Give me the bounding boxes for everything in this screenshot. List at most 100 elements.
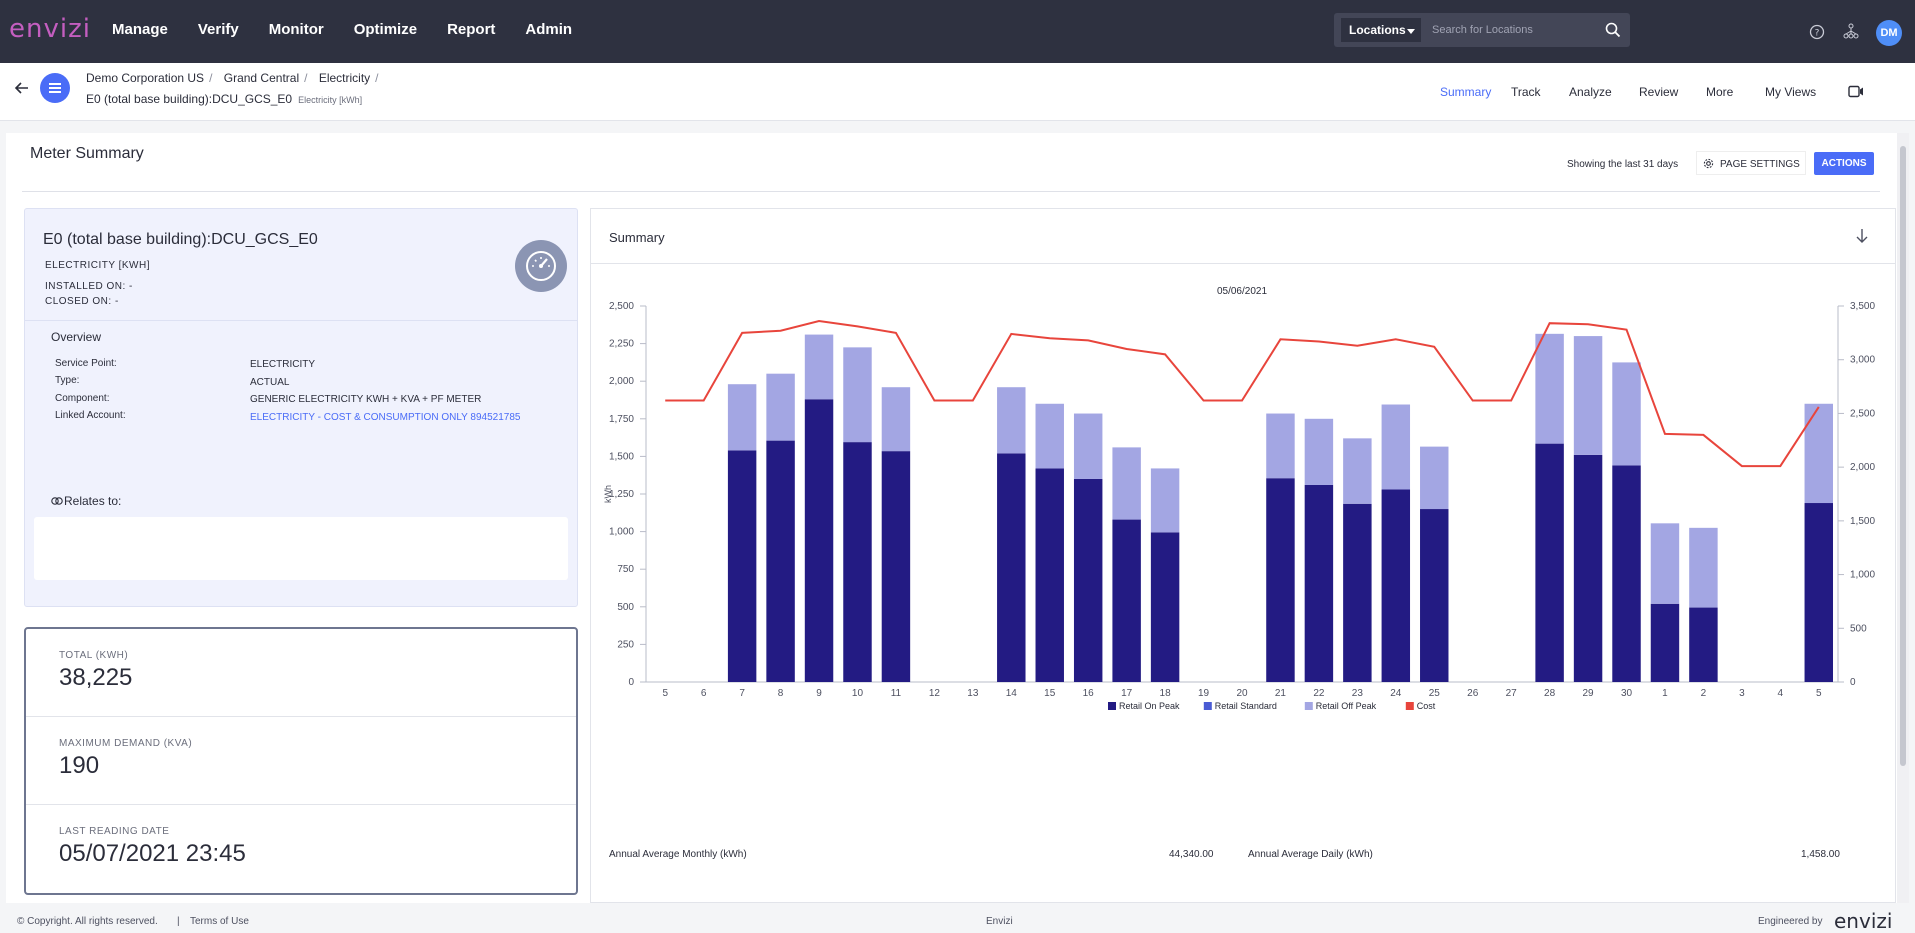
breadcrumb-separator: / bbox=[304, 71, 308, 85]
footer: © Copyright. All rights reserved. | Term… bbox=[0, 907, 1915, 933]
tab-summary[interactable]: Summary bbox=[1440, 85, 1492, 99]
x-tick-label: 26 bbox=[1467, 688, 1479, 699]
menu-button[interactable] bbox=[40, 73, 70, 103]
annual-daily-value: 1,458.00 bbox=[1801, 849, 1840, 860]
cost-line bbox=[665, 320, 1820, 468]
x-tick-label: 18 bbox=[1160, 688, 1172, 699]
x-tick-label: 16 bbox=[1083, 688, 1095, 699]
closed-on: CLOSED ON: - bbox=[45, 296, 119, 307]
meter-title: E0 (total base building):DCU_GCS_E0 bbox=[43, 231, 318, 248]
installed-on: INSTALLED ON: - bbox=[45, 281, 133, 292]
x-tick-label: 3 bbox=[1739, 688, 1745, 699]
menu-icon bbox=[49, 83, 61, 85]
stat-last-reading: LAST READING DATE 05/07/2021 23:45 bbox=[26, 805, 576, 893]
bar-retail-on-peak bbox=[1612, 465, 1641, 682]
nav-admin[interactable]: Admin bbox=[525, 21, 573, 38]
chevron-down-icon bbox=[1407, 29, 1415, 34]
tab-review[interactable]: Review bbox=[1639, 85, 1679, 99]
nav-monitor[interactable]: Monitor bbox=[268, 21, 324, 38]
back-arrow-icon[interactable] bbox=[14, 80, 30, 96]
tab-analyze[interactable]: Analyze bbox=[1569, 85, 1612, 99]
bar-retail-on-peak bbox=[1804, 503, 1834, 682]
overview-label: Component: bbox=[55, 393, 110, 404]
vertical-scrollbar[interactable] bbox=[1897, 133, 1909, 903]
summary-chart: 05/06/202102505007501,0001,2501,5001,750… bbox=[603, 286, 1875, 711]
nav-manage[interactable]: Manage bbox=[112, 21, 168, 38]
bar-retail-on-peak bbox=[1112, 519, 1141, 682]
overview-label: Type: bbox=[55, 375, 80, 386]
bar-retail-on-peak bbox=[1535, 443, 1564, 682]
tab-my-views[interactable]: My Views bbox=[1765, 85, 1817, 99]
linked-account-link[interactable]: ELECTRICITY - COST & CONSUMPTION ONLY 89… bbox=[250, 412, 521, 423]
bar-retail-off-peak bbox=[881, 387, 911, 452]
actions-button[interactable]: ACTIONS bbox=[1814, 152, 1874, 175]
sub-header: Demo Corporation US / Grand Central / Elec… bbox=[0, 63, 1915, 121]
bar-retail-off-peak bbox=[1650, 523, 1680, 604]
relates-to-list bbox=[34, 517, 568, 580]
bar-retail-on-peak bbox=[1689, 607, 1718, 682]
y-tick-label: 2,000 bbox=[609, 376, 634, 387]
bar-retail-off-peak bbox=[843, 347, 872, 443]
bar-retail-off-peak bbox=[727, 384, 757, 451]
x-tick-label: 19 bbox=[1198, 688, 1210, 699]
y2-tick-label: 1,500 bbox=[1850, 516, 1875, 527]
breadcrumb-item[interactable]: Demo Corporation US bbox=[86, 71, 205, 85]
help-icon[interactable]: ? bbox=[1809, 24, 1825, 40]
nav-report[interactable]: Report bbox=[447, 21, 496, 38]
x-tick-label: 24 bbox=[1390, 688, 1402, 699]
meter-name-text: E0 (total base building):DCU_GCS_E0 bbox=[86, 92, 293, 106]
x-tick-label: 11 bbox=[891, 688, 902, 699]
y-tick-label: 500 bbox=[617, 602, 634, 613]
breadcrumb-separator: / bbox=[209, 71, 213, 85]
legend-label: Retail Standard bbox=[1215, 701, 1277, 711]
meter-name: E0 (total base building):DCU_GCS_E0 Elect… bbox=[86, 92, 362, 106]
breadcrumb-item[interactable]: Grand Central bbox=[223, 71, 300, 85]
overview-label: Linked Account: bbox=[55, 410, 126, 421]
overview-value: GENERIC ELECTRICITY KWH + KVA + PF METER bbox=[250, 394, 482, 405]
y2-tick-label: 1,000 bbox=[1850, 570, 1875, 581]
stat-max-demand: MAXIMUM DEMAND (KVA) 190 bbox=[26, 717, 576, 805]
y-tick-label: 1,250 bbox=[609, 489, 634, 500]
breadcrumb-item[interactable]: Electricity bbox=[318, 71, 371, 85]
bar-retail-on-peak bbox=[1343, 503, 1372, 682]
copyright: © Copyright. All rights reserved. bbox=[17, 916, 158, 927]
terms-link[interactable]: Terms of Use bbox=[190, 916, 249, 927]
y-tick-label: 750 bbox=[617, 564, 634, 575]
bar-retail-on-peak bbox=[1573, 454, 1603, 682]
gauge-icon bbox=[515, 240, 567, 292]
tab-track[interactable]: Track bbox=[1511, 85, 1541, 99]
footer-brand: Envizi bbox=[986, 916, 1013, 927]
hierarchy-icon[interactable] bbox=[1843, 23, 1859, 39]
y2-tick-label: 3,000 bbox=[1850, 355, 1875, 366]
location-select-label: Locations bbox=[1349, 23, 1406, 37]
location-search-input[interactable] bbox=[1432, 20, 1592, 40]
scrollbar-thumb[interactable] bbox=[1900, 146, 1906, 766]
relates-to-heading: Relates to: bbox=[51, 494, 121, 508]
location-type-select[interactable]: Locations bbox=[1341, 18, 1421, 42]
relates-to-label: Relates to: bbox=[64, 494, 122, 508]
nav-optimize[interactable]: Optimize bbox=[353, 21, 418, 38]
tab-more[interactable]: More bbox=[1706, 85, 1734, 99]
search-icon[interactable] bbox=[1605, 22, 1621, 38]
video-icon[interactable] bbox=[1848, 85, 1864, 98]
stat-value: 190 bbox=[59, 752, 100, 779]
envizi-logo[interactable]: envizi bbox=[9, 14, 91, 44]
bar-retail-off-peak bbox=[1266, 413, 1295, 479]
download-arrow-icon[interactable] bbox=[1854, 227, 1870, 245]
annual-monthly-value: 44,340.00 bbox=[1169, 849, 1214, 860]
bar-retail-off-peak bbox=[1689, 527, 1718, 608]
bar-retail-off-peak bbox=[1112, 447, 1141, 520]
user-avatar[interactable]: DM bbox=[1876, 20, 1902, 46]
legend-label: Retail On Peak bbox=[1119, 701, 1180, 711]
x-tick-label: 30 bbox=[1621, 688, 1633, 699]
legend-label: Retail Off Peak bbox=[1316, 701, 1377, 711]
page-settings-button[interactable]: PAGE SETTINGS bbox=[1696, 151, 1806, 175]
bar-retail-off-peak bbox=[1573, 336, 1603, 455]
meter-unit: Electricity [kWh] bbox=[298, 95, 363, 105]
bar-retail-on-peak bbox=[843, 442, 872, 682]
nav-verify[interactable]: Verify bbox=[197, 21, 239, 38]
x-tick-label: 28 bbox=[1544, 688, 1556, 699]
y-tick-label: 1,750 bbox=[609, 414, 634, 425]
bar-retail-on-peak bbox=[1304, 484, 1334, 682]
bar-retail-off-peak bbox=[1035, 403, 1064, 469]
